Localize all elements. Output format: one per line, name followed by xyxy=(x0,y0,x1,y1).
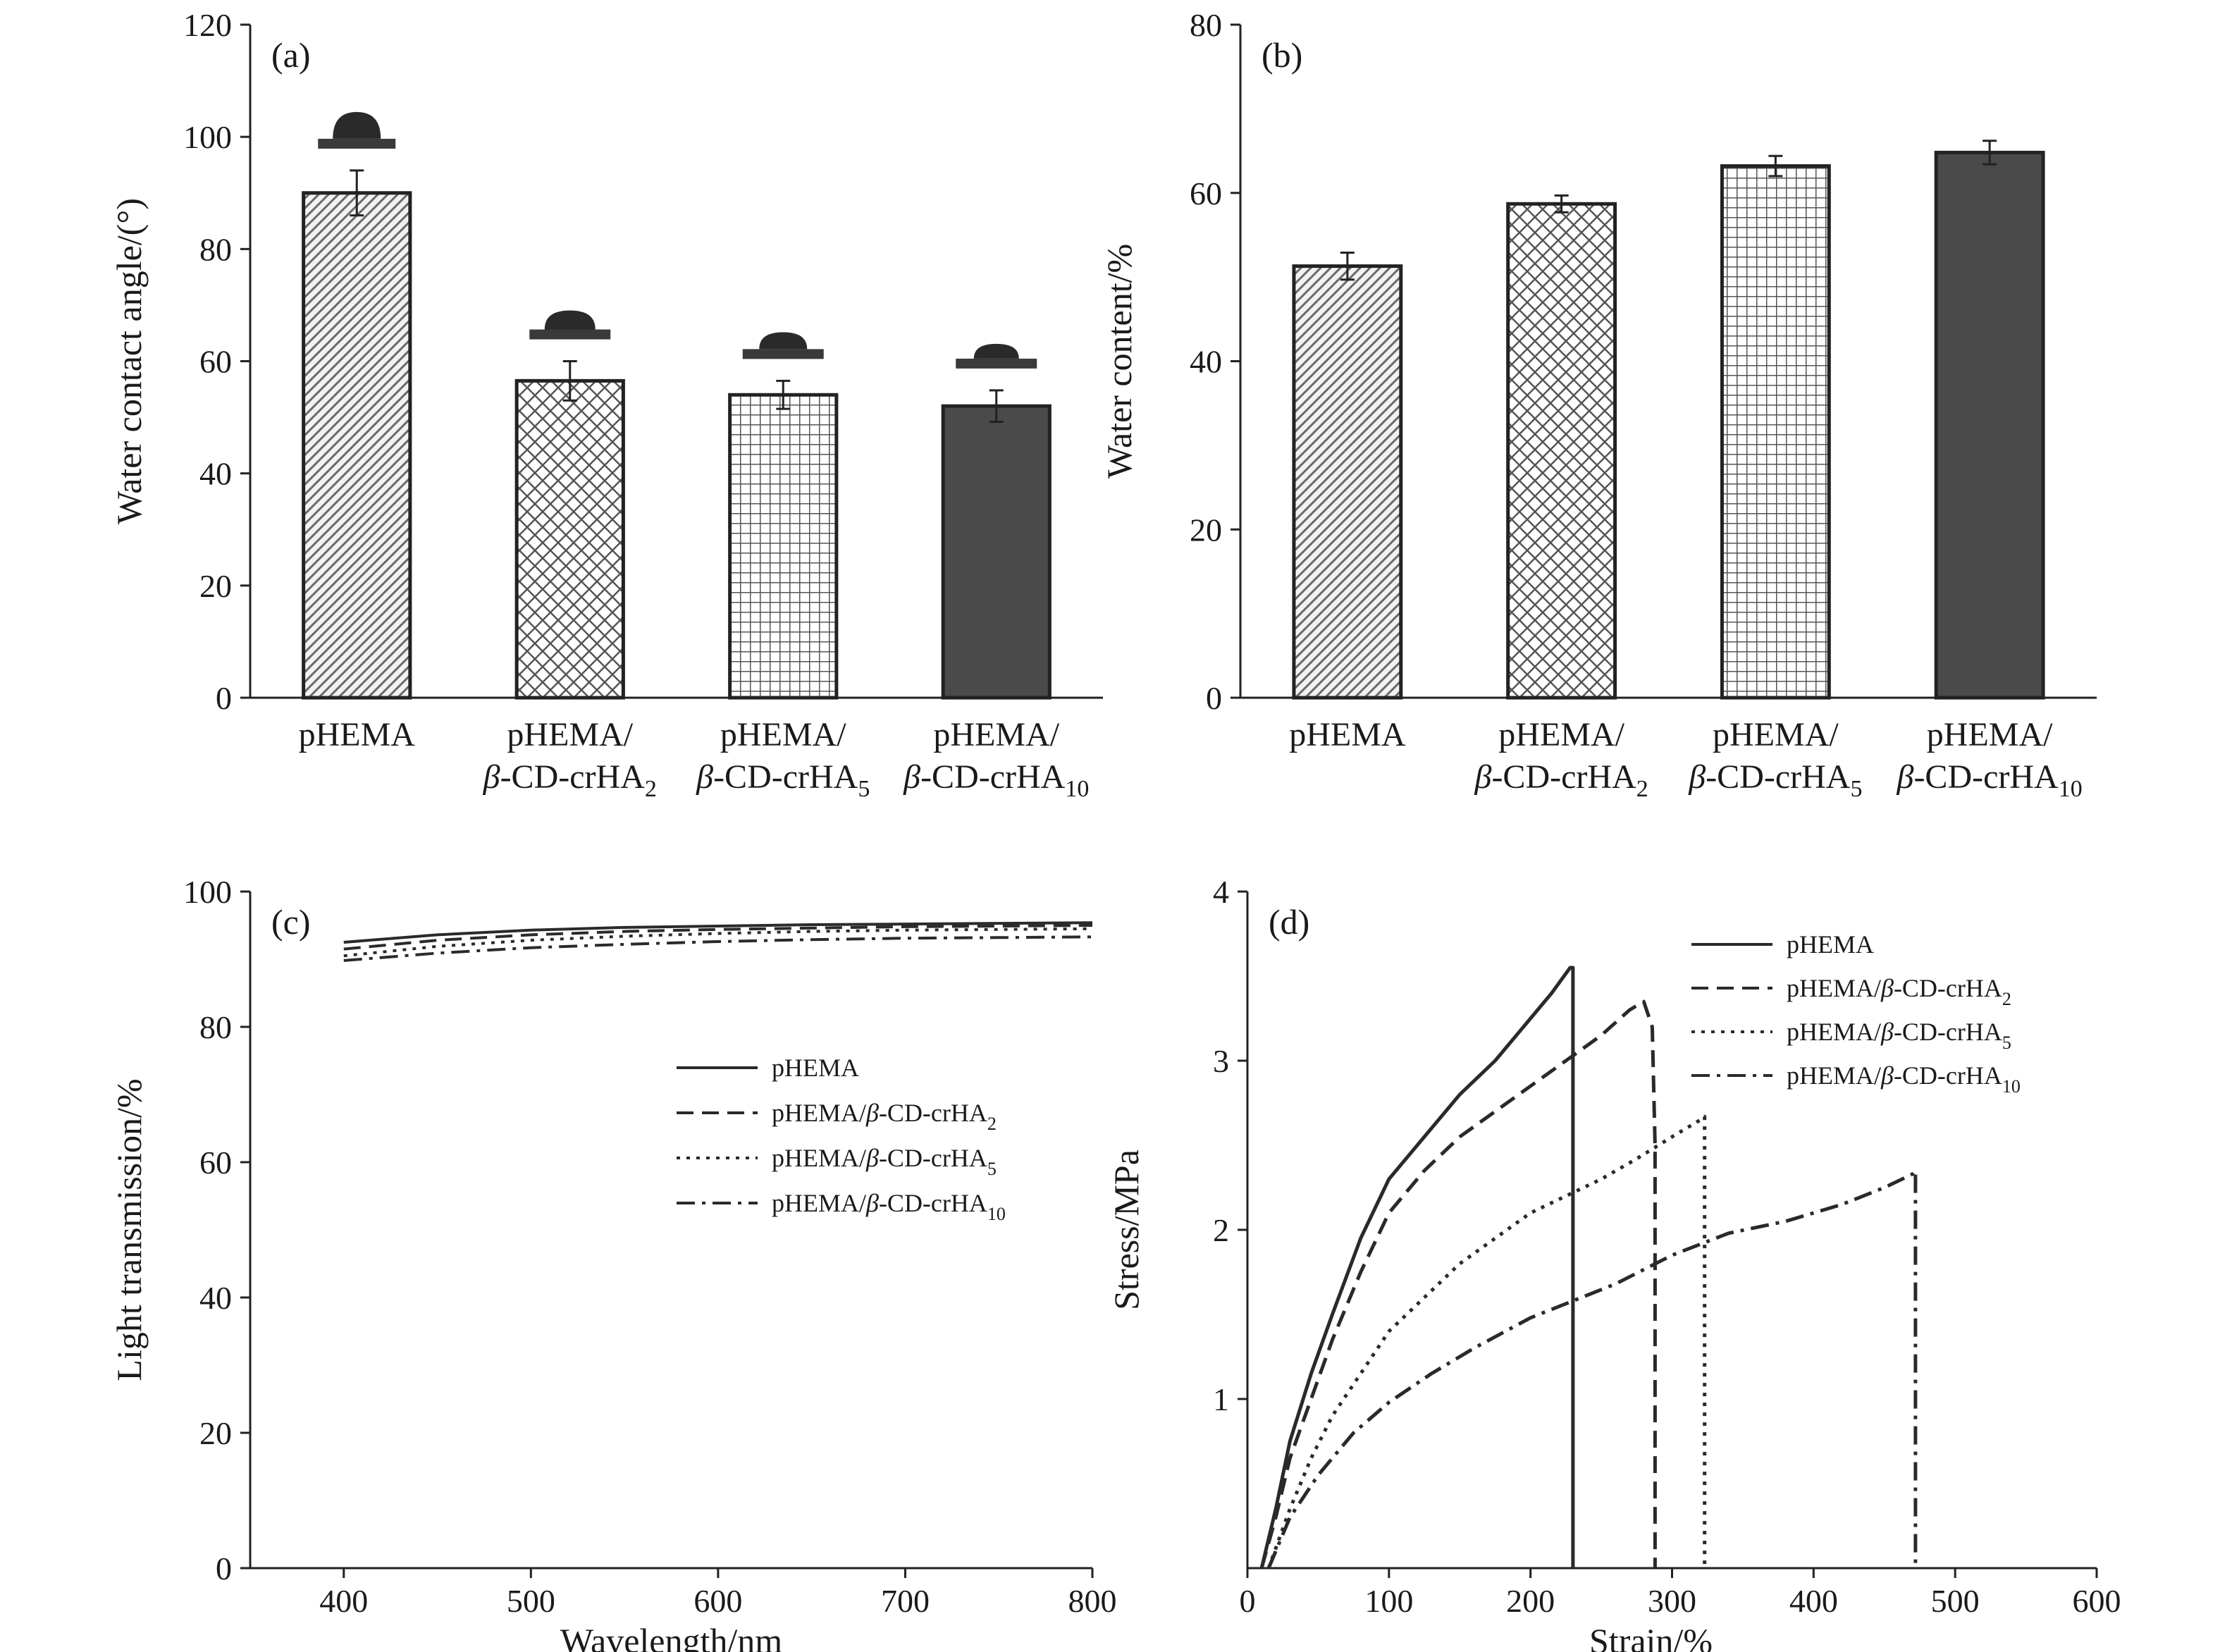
category-label: pHEMA/ xyxy=(507,716,633,753)
bar xyxy=(1720,164,1831,700)
x-tick-label: 200 xyxy=(1506,1583,1555,1619)
droplet-substrate xyxy=(529,329,611,340)
droplet-image xyxy=(529,310,611,340)
y-tick-label: 100 xyxy=(183,874,232,910)
series-line xyxy=(343,924,1093,951)
x-tick-label: 600 xyxy=(693,1583,742,1619)
y-tick-label: 120 xyxy=(183,7,232,43)
category-label-line2: β-CD-crHA2 xyxy=(483,758,657,802)
y-tick-label: 80 xyxy=(199,231,232,267)
y-axis-title: Water contact angle/(°) xyxy=(109,198,149,524)
bar xyxy=(1506,202,1617,700)
series-line xyxy=(1266,1169,1918,1569)
category-label-line2: β-CD-crHA10 xyxy=(903,758,1089,802)
legend-label: pHEMA xyxy=(772,1054,859,1082)
panel-c: 0 20 40 60 80 100 (c) Light transmission/% 400 50… xyxy=(109,874,1117,1652)
x-axis-title: Strain/% xyxy=(1589,1621,1713,1652)
bar xyxy=(941,404,1052,700)
droplet xyxy=(973,343,1019,359)
panel-label: (c) xyxy=(271,902,311,942)
series-line xyxy=(343,927,1093,958)
panel-label: (a) xyxy=(271,35,311,75)
category-label: pHEMA/ xyxy=(1713,716,1839,753)
legend-label: pHEMA/β-CD-crHA5 xyxy=(1787,1018,2011,1053)
legend-label: pHEMA/β-CD-crHA10 xyxy=(1787,1061,2021,1097)
category-label: pHEMA/ xyxy=(1498,716,1624,753)
category-label: pHEMA/ xyxy=(933,716,1059,753)
y-tick-label: 3 xyxy=(1213,1043,1229,1079)
droplet xyxy=(544,310,596,330)
bar xyxy=(1292,264,1403,700)
droplet-image xyxy=(742,332,824,359)
bar xyxy=(728,393,839,700)
y-tick-label: 20 xyxy=(1190,512,1222,548)
y-tick-label: 4 xyxy=(1213,874,1229,910)
legend-label: pHEMA/β-CD-crHA2 xyxy=(772,1099,997,1134)
category-label-line2: β-CD-crHA10 xyxy=(1897,758,2083,802)
category-label: pHEMA xyxy=(299,716,416,753)
panel-d: 1 2 3 4 (d) Stress/MPa 0 100 200 300 400 500 600 Stra… xyxy=(1106,874,2121,1652)
x-axis-title: Wavelength/nm xyxy=(560,1621,782,1652)
y-tick-label: 0 xyxy=(1206,680,1222,716)
y-tick-label: 20 xyxy=(199,1415,232,1451)
y-axis-title: Water content/% xyxy=(1099,244,1139,479)
y-axis-title: Light transmission/% xyxy=(109,1078,149,1381)
bar xyxy=(302,191,412,700)
x-tick-label: 800 xyxy=(1068,1583,1117,1619)
legend-label: pHEMA/β-CD-crHA10 xyxy=(772,1189,1006,1224)
x-tick-label: 600 xyxy=(2073,1583,2121,1619)
x-tick-label: 700 xyxy=(881,1583,930,1619)
panel-label: (d) xyxy=(1269,902,1309,942)
droplet-image xyxy=(318,111,396,149)
category-label-line2: β-CD-crHA5 xyxy=(696,758,870,802)
series-line xyxy=(1259,999,1657,1569)
y-tick-label: 2 xyxy=(1213,1212,1229,1248)
x-tick-label: 300 xyxy=(1648,1583,1696,1619)
panel-a: 0 20 40 60 80 100 120 (a) Water contact angle/(°… xyxy=(109,7,1103,802)
legend-label: pHEMA/β-CD-crHA5 xyxy=(772,1144,997,1179)
y-tick-label: 40 xyxy=(199,456,232,492)
legend-label: pHEMA/β-CD-crHA2 xyxy=(1787,974,2011,1009)
x-tick-label: 500 xyxy=(1931,1583,1980,1619)
x-tick-label: 100 xyxy=(1364,1583,1413,1619)
y-tick-label: 100 xyxy=(183,119,232,155)
y-tick-label: 40 xyxy=(1190,344,1222,380)
y-tick-label: 60 xyxy=(199,1145,232,1181)
x-tick-label: 400 xyxy=(1789,1583,1838,1619)
droplet xyxy=(759,332,808,350)
x-tick-label: 500 xyxy=(507,1583,555,1619)
y-tick-label: 60 xyxy=(1190,175,1222,211)
y-tick-label: 0 xyxy=(216,1551,232,1586)
y-tick-label: 60 xyxy=(199,344,232,380)
y-tick-label: 20 xyxy=(199,568,232,604)
category-label: pHEMA xyxy=(1289,716,1406,753)
droplet xyxy=(333,111,381,139)
category-label: pHEMA/ xyxy=(1927,716,2053,753)
bar xyxy=(514,378,625,700)
category-label-line2: β-CD-crHA2 xyxy=(1474,758,1648,802)
droplet-image xyxy=(956,343,1037,369)
droplet-substrate xyxy=(318,138,396,149)
series-line xyxy=(343,935,1093,962)
series-line xyxy=(1266,1114,1707,1569)
panel-label: (b) xyxy=(1262,35,1302,75)
y-tick-label: 80 xyxy=(1190,7,1222,43)
y-tick-label: 40 xyxy=(199,1280,232,1316)
panel-b: 0 20 40 60 80 (b) Water content/% pHEMA pHEMA/β-… xyxy=(1099,7,2097,802)
x-tick-label: 400 xyxy=(319,1583,368,1619)
droplet-substrate xyxy=(742,349,824,359)
series-line xyxy=(1259,966,1575,1569)
x-tick-label: 0 xyxy=(1240,1583,1256,1619)
y-tick-label: 0 xyxy=(216,680,232,716)
category-label: pHEMA/ xyxy=(720,716,846,753)
y-tick-label: 1 xyxy=(1213,1381,1229,1417)
y-axis-title: Stress/MPa xyxy=(1106,1149,1146,1310)
legend-label: pHEMA xyxy=(1787,930,1874,958)
bar xyxy=(1934,150,2045,700)
category-label-line2: β-CD-crHA5 xyxy=(1688,758,1862,802)
droplet-substrate xyxy=(956,358,1037,369)
series-line xyxy=(343,921,1093,944)
y-tick-label: 80 xyxy=(199,1009,232,1045)
